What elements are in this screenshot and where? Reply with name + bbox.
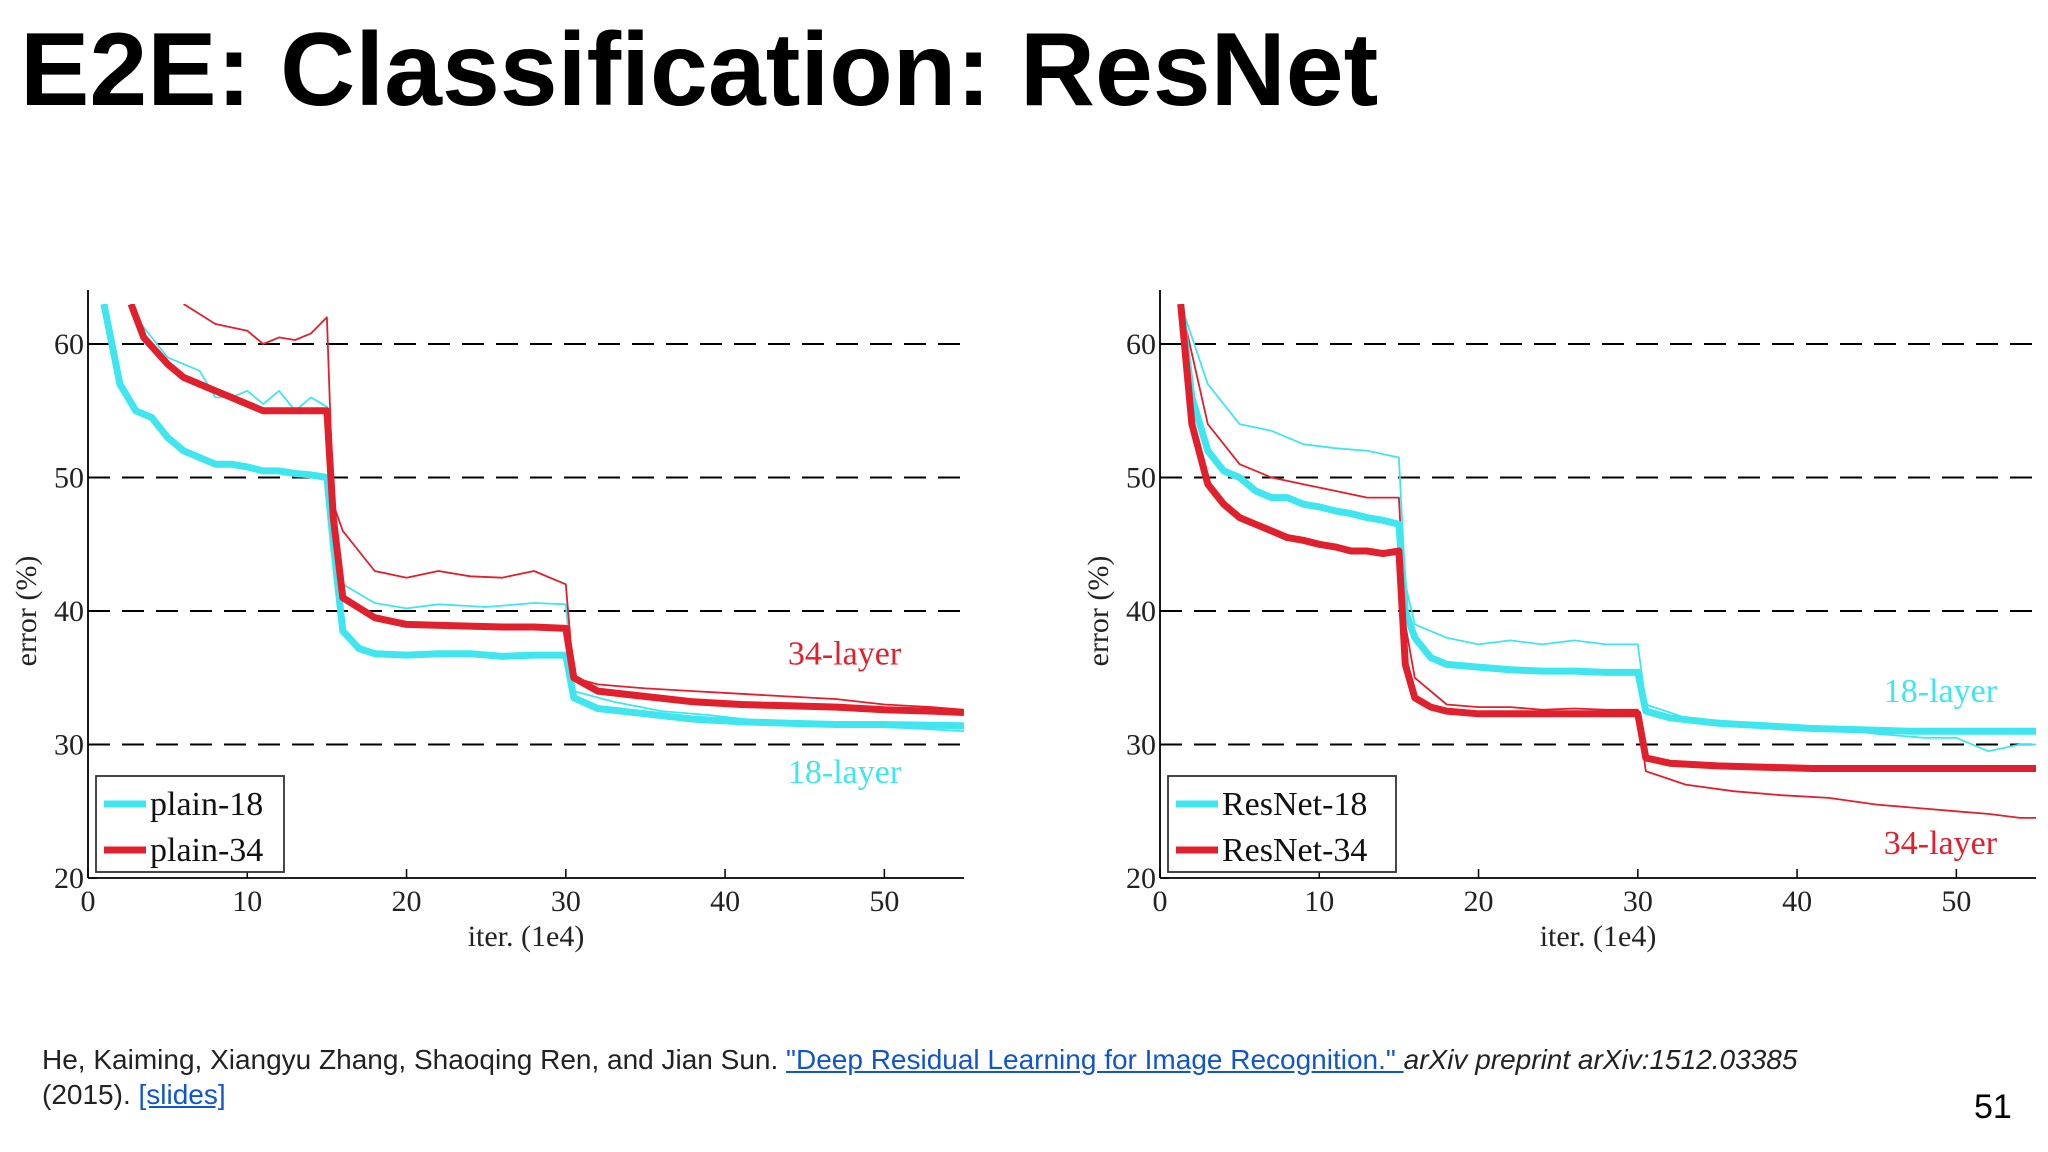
- series-annotation: 34-layer: [788, 635, 902, 672]
- series-annotation: 18-layer: [788, 754, 902, 791]
- citation-venue: arXiv preprint arXiv:1512.03385: [1403, 1044, 1798, 1075]
- legend-label: plain-34: [150, 832, 263, 869]
- series-line-resnet-34-train: [1177, 304, 2036, 772]
- y-tick-label: 20: [54, 862, 84, 895]
- page-number: 51: [1974, 1088, 2012, 1126]
- series-line-plain-34-val: [183, 304, 964, 711]
- series-line-resnet-34-val: [1179, 304, 2036, 819]
- legend-label: ResNet-18: [1222, 786, 1367, 823]
- legend-box: [1167, 775, 1397, 873]
- plain-nets-chart: 0 10 20 30 40 50 20 30 40 50 60 iter. (1e4) error (%…: [10, 290, 964, 953]
- citation-year: (2015).: [42, 1079, 139, 1110]
- x-tick-label: 20: [392, 885, 422, 918]
- citation: He, Kaiming, Xiangyu Zhang, Shaoqing Ren…: [42, 1042, 1922, 1112]
- citation-authors: He, Kaiming, Xiangyu Zhang, Shaoqing Ren…: [42, 1044, 787, 1075]
- x-axis-label: iter. (1e4): [468, 920, 585, 953]
- y-tick-label: 30: [54, 729, 84, 762]
- y-tick-label: 60: [54, 328, 84, 361]
- x-tick-label: 40: [1782, 885, 1812, 918]
- series-line-resnet-18-val: [1179, 304, 2036, 753]
- series-annotation: 18-layer: [1884, 673, 1998, 710]
- y-axis-label: error (%): [10, 556, 43, 667]
- x-tick-label: 30: [551, 885, 581, 918]
- x-tick-label: 10: [232, 885, 262, 918]
- legend-label: plain-18: [150, 786, 263, 823]
- y-tick-label: 30: [1126, 729, 1156, 762]
- y-tick-label: 20: [1126, 862, 1156, 895]
- x-tick-label: 30: [1623, 885, 1653, 918]
- legend-label: ResNet-34: [1222, 832, 1367, 869]
- x-tick-label: 40: [710, 885, 740, 918]
- slides-link[interactable]: [slides]: [138, 1079, 226, 1110]
- resnet-chart: 0 10 20 30 40 50 20 30 40 50 60 iter. (1e4) error (%…: [1082, 290, 2036, 953]
- series-line-resnet-18-train: [1177, 304, 2036, 735]
- x-tick-label: 0: [1153, 885, 1168, 918]
- slide-title: E2E: Classification: ResNet: [20, 12, 1379, 128]
- x-tick-label: 50: [869, 885, 899, 918]
- x-tick-label: 0: [81, 885, 96, 918]
- x-tick-label: 50: [1941, 885, 1971, 918]
- x-axis-label: iter. (1e4): [1540, 920, 1657, 953]
- y-tick-label: 50: [54, 462, 84, 495]
- legend: plain-18 plain-34: [95, 775, 285, 873]
- series-annotation: 34-layer: [1884, 825, 1998, 862]
- y-tick-label: 60: [1126, 328, 1156, 361]
- y-tick-label: 40: [54, 595, 84, 628]
- y-tick-label: 50: [1126, 462, 1156, 495]
- series-line-plain-34-train: [127, 304, 964, 716]
- legend-box: [95, 775, 285, 873]
- paper-link[interactable]: "Deep Residual Learning for Image Recogn…: [786, 1044, 1404, 1075]
- y-tick-label: 40: [1126, 595, 1156, 628]
- series-line-plain-18-train: [100, 304, 964, 730]
- x-tick-label: 20: [1464, 885, 1494, 918]
- legend: ResNet-18 ResNet-34: [1167, 775, 1397, 873]
- y-axis-label: error (%): [1082, 556, 1115, 667]
- x-tick-label: 10: [1304, 885, 1334, 918]
